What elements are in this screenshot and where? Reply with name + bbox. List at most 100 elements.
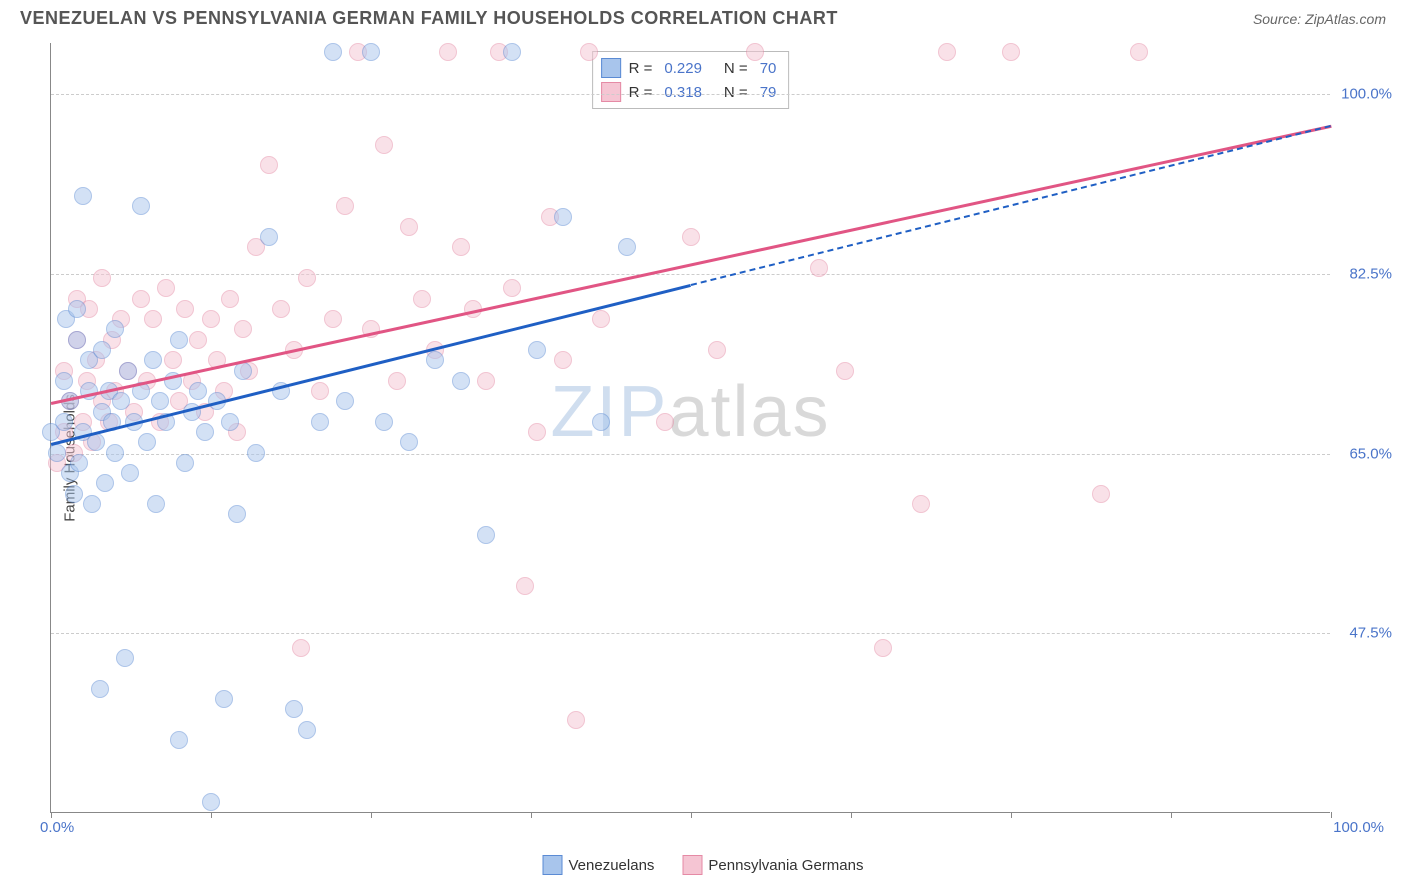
scatter-point-pa-germans <box>912 495 930 513</box>
scatter-point-pa-germans <box>93 269 111 287</box>
legend-swatch <box>601 58 621 78</box>
scatter-point-pa-germans <box>157 279 175 297</box>
scatter-point-pa-germans <box>388 372 406 390</box>
watermark-atlas: atlas <box>668 372 830 452</box>
scatter-point-pa-germans <box>938 43 956 61</box>
scatter-point-venezuelans <box>215 690 233 708</box>
x-tick <box>691 812 692 818</box>
scatter-point-pa-germans <box>144 310 162 328</box>
scatter-point-venezuelans <box>83 495 101 513</box>
scatter-point-pa-germans <box>477 372 495 390</box>
scatter-point-venezuelans <box>592 413 610 431</box>
scatter-point-venezuelans <box>452 372 470 390</box>
scatter-point-venezuelans <box>144 351 162 369</box>
scatter-point-pa-germans <box>567 711 585 729</box>
scatter-point-pa-germans <box>452 238 470 256</box>
x-axis-labels: 0.0% 100.0% <box>50 819 1330 843</box>
scatter-point-pa-germans <box>221 290 239 308</box>
scatter-point-pa-germans <box>164 351 182 369</box>
scatter-point-pa-germans <box>439 43 457 61</box>
scatter-point-venezuelans <box>202 793 220 811</box>
y-tick-label: 65.0% <box>1336 445 1392 462</box>
gridline <box>51 274 1330 275</box>
scatter-point-venezuelans <box>55 413 73 431</box>
scatter-point-pa-germans <box>260 156 278 174</box>
scatter-point-venezuelans <box>93 341 111 359</box>
scatter-point-venezuelans <box>116 649 134 667</box>
scatter-point-venezuelans <box>554 208 572 226</box>
scatter-point-pa-germans <box>272 300 290 318</box>
scatter-point-pa-germans <box>874 639 892 657</box>
legend-r-value: 0.229 <box>660 60 706 77</box>
x-tick <box>1331 812 1332 818</box>
scatter-point-pa-germans <box>413 290 431 308</box>
scatter-point-venezuelans <box>228 505 246 523</box>
scatter-point-venezuelans <box>362 43 380 61</box>
scatter-point-venezuelans <box>375 413 393 431</box>
scatter-point-venezuelans <box>260 228 278 246</box>
legend-n-value: 70 <box>756 60 781 77</box>
scatter-point-venezuelans <box>285 700 303 718</box>
legend-corr-row: R = 0.318 N = 79 <box>601 80 781 104</box>
watermark: ZIPatlas <box>550 371 830 453</box>
x-tick <box>211 812 212 818</box>
scatter-point-venezuelans <box>74 187 92 205</box>
y-tick-label: 47.5% <box>1336 625 1392 642</box>
legend-r-value: 0.318 <box>660 84 706 101</box>
scatter-point-pa-germans <box>1002 43 1020 61</box>
scatter-point-venezuelans <box>119 362 137 380</box>
scatter-point-pa-germans <box>656 413 674 431</box>
scatter-point-pa-germans <box>375 136 393 154</box>
scatter-point-pa-germans <box>336 197 354 215</box>
legend-swatch <box>682 855 702 875</box>
scatter-point-pa-germans <box>202 310 220 328</box>
scatter-point-venezuelans <box>247 444 265 462</box>
scatter-point-pa-germans <box>503 279 521 297</box>
x-tick <box>51 812 52 818</box>
scatter-point-venezuelans <box>221 413 239 431</box>
x-axis-min-label: 0.0% <box>40 819 74 836</box>
scatter-point-venezuelans <box>121 464 139 482</box>
scatter-point-venezuelans <box>618 238 636 256</box>
legend-swatch <box>601 82 621 102</box>
chart-source: Source: ZipAtlas.com <box>1253 11 1386 27</box>
gridline <box>51 633 1330 634</box>
plot-area: ZIPatlas R =0.229N =70R =0.318N =79 47.5… <box>50 43 1330 813</box>
trend-dash-venezuelans <box>691 125 1331 286</box>
scatter-point-venezuelans <box>106 444 124 462</box>
scatter-point-pa-germans <box>682 228 700 246</box>
scatter-point-pa-germans <box>708 341 726 359</box>
scatter-point-venezuelans <box>87 433 105 451</box>
scatter-point-venezuelans <box>176 454 194 472</box>
chart-title: VENEZUELAN VS PENNSYLVANIA GERMAN FAMILY… <box>20 8 838 29</box>
scatter-point-venezuelans <box>170 731 188 749</box>
legend-r-label: R = <box>629 84 653 101</box>
scatter-point-pa-germans <box>580 43 598 61</box>
legend-n-label: N = <box>724 84 748 101</box>
scatter-point-venezuelans <box>68 300 86 318</box>
scatter-point-venezuelans <box>132 197 150 215</box>
scatter-point-pa-germans <box>292 639 310 657</box>
chart-container: Family Households ZIPatlas R =0.229N =70… <box>0 33 1406 883</box>
legend-n-value: 79 <box>756 84 781 101</box>
legend-swatch <box>543 855 563 875</box>
scatter-point-venezuelans <box>298 721 316 739</box>
scatter-point-venezuelans <box>68 331 86 349</box>
scatter-point-venezuelans <box>138 433 156 451</box>
scatter-point-venezuelans <box>112 392 130 410</box>
scatter-point-venezuelans <box>189 382 207 400</box>
scatter-point-pa-germans <box>810 259 828 277</box>
scatter-point-venezuelans <box>400 433 418 451</box>
legend-n-label: N = <box>724 60 748 77</box>
scatter-point-venezuelans <box>324 43 342 61</box>
legend-series-item: Venezuelans <box>543 855 655 875</box>
scatter-point-pa-germans <box>528 423 546 441</box>
trend-line-pa-germans <box>51 125 1332 405</box>
scatter-point-venezuelans <box>48 444 66 462</box>
scatter-point-pa-germans <box>554 351 572 369</box>
scatter-point-pa-germans <box>592 310 610 328</box>
scatter-point-venezuelans <box>170 331 188 349</box>
scatter-point-venezuelans <box>503 43 521 61</box>
scatter-point-pa-germans <box>311 382 329 400</box>
scatter-point-pa-germans <box>189 331 207 349</box>
